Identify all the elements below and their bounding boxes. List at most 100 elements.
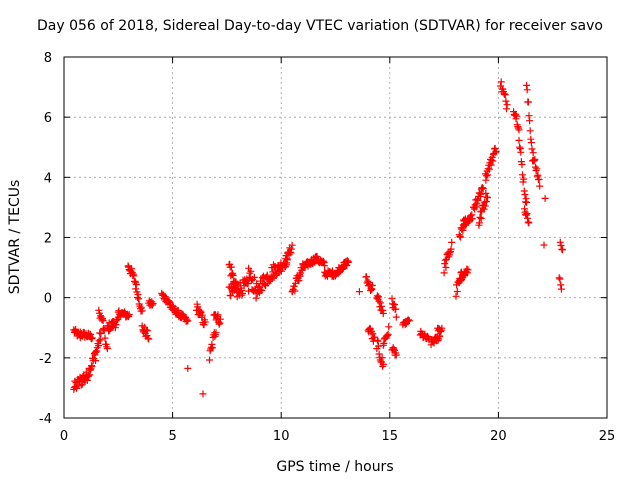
data-point [515, 126, 523, 134]
data-point [557, 281, 565, 289]
y-tick-label: -2 [39, 352, 52, 367]
data-point [497, 78, 505, 86]
data-point [405, 317, 413, 325]
data-point [559, 246, 566, 254]
data-point [523, 86, 531, 94]
data-point [556, 275, 564, 283]
data-point [520, 175, 528, 183]
data-points [70, 78, 566, 398]
data-point [438, 324, 446, 332]
data-point [214, 311, 222, 319]
data-point [206, 356, 213, 364]
data-point [464, 266, 472, 274]
data-point [363, 273, 370, 281]
data-point [379, 360, 387, 368]
data-point [86, 371, 94, 379]
data-point [93, 347, 101, 355]
data-point [258, 286, 266, 294]
data-point [288, 241, 296, 249]
data-point [557, 242, 565, 249]
data-point [501, 91, 509, 99]
data-point [480, 205, 488, 213]
data-point [85, 372, 93, 380]
data-point [482, 189, 490, 197]
data-point [92, 357, 99, 365]
data-point [149, 300, 157, 307]
data-point [468, 215, 476, 223]
data-point [376, 299, 384, 307]
data-point [523, 198, 531, 206]
data-point [247, 267, 255, 275]
x-tick-label: 25 [599, 429, 616, 444]
data-point [440, 269, 448, 277]
data-point [295, 277, 303, 285]
data-point [184, 317, 192, 325]
data-point [199, 390, 207, 398]
data-point [263, 271, 271, 279]
data-point [198, 311, 206, 319]
data-point [489, 157, 497, 165]
data-point [99, 317, 107, 325]
data-point [252, 294, 260, 302]
data-point [484, 194, 491, 202]
data-point [519, 171, 526, 179]
data-point [520, 187, 528, 195]
x-tick-label: 0 [60, 429, 68, 444]
data-point [239, 290, 246, 297]
data-point [97, 330, 105, 337]
grid-lines [64, 57, 607, 418]
data-point [457, 233, 464, 241]
data-point [227, 263, 235, 271]
data-point [145, 335, 153, 343]
data-point [531, 155, 539, 163]
y-axis-label: SDTVAR / TECUs [7, 180, 23, 295]
data-point [540, 241, 548, 249]
data-point [525, 219, 533, 227]
data-point [268, 274, 276, 282]
data-point [528, 145, 536, 153]
data-point [481, 202, 489, 210]
data-point [523, 210, 531, 218]
y-tick-label: 4 [44, 171, 52, 186]
data-point [385, 323, 393, 331]
data-point [184, 364, 192, 372]
data-point [485, 165, 493, 173]
data-point [250, 273, 258, 281]
data-point [368, 282, 376, 289]
data-point [524, 98, 532, 106]
data-point [103, 345, 111, 352]
y-tick-label: -4 [39, 412, 52, 427]
data-point [229, 271, 237, 279]
x-tick-label: 15 [382, 429, 399, 444]
plot-frame [63, 56, 608, 419]
data-point [556, 238, 564, 246]
x-tick-label: 5 [168, 429, 176, 444]
data-point [532, 167, 540, 174]
data-point [492, 147, 500, 155]
y-tick-label: 0 [44, 292, 52, 307]
data-point [212, 329, 220, 337]
data-point [392, 351, 400, 359]
x-tick-label: 10 [273, 429, 290, 444]
data-point [516, 143, 524, 151]
data-point [536, 182, 544, 190]
data-point [533, 172, 541, 180]
data-point [514, 123, 522, 131]
data-point [209, 344, 216, 352]
data-point [535, 176, 543, 183]
data-point [442, 264, 450, 271]
data-point [530, 157, 538, 165]
data-point [132, 281, 140, 289]
data-point [227, 292, 235, 300]
data-point [100, 325, 108, 332]
data-point [138, 307, 146, 315]
data-point [515, 136, 523, 144]
y-tick-label: 6 [44, 111, 52, 126]
data-point [392, 313, 400, 321]
data-point [527, 139, 535, 147]
data-point [379, 310, 387, 317]
data-point [518, 161, 526, 168]
data-point [291, 287, 299, 295]
data-point [345, 258, 352, 266]
y-tick-label: 2 [44, 232, 52, 247]
